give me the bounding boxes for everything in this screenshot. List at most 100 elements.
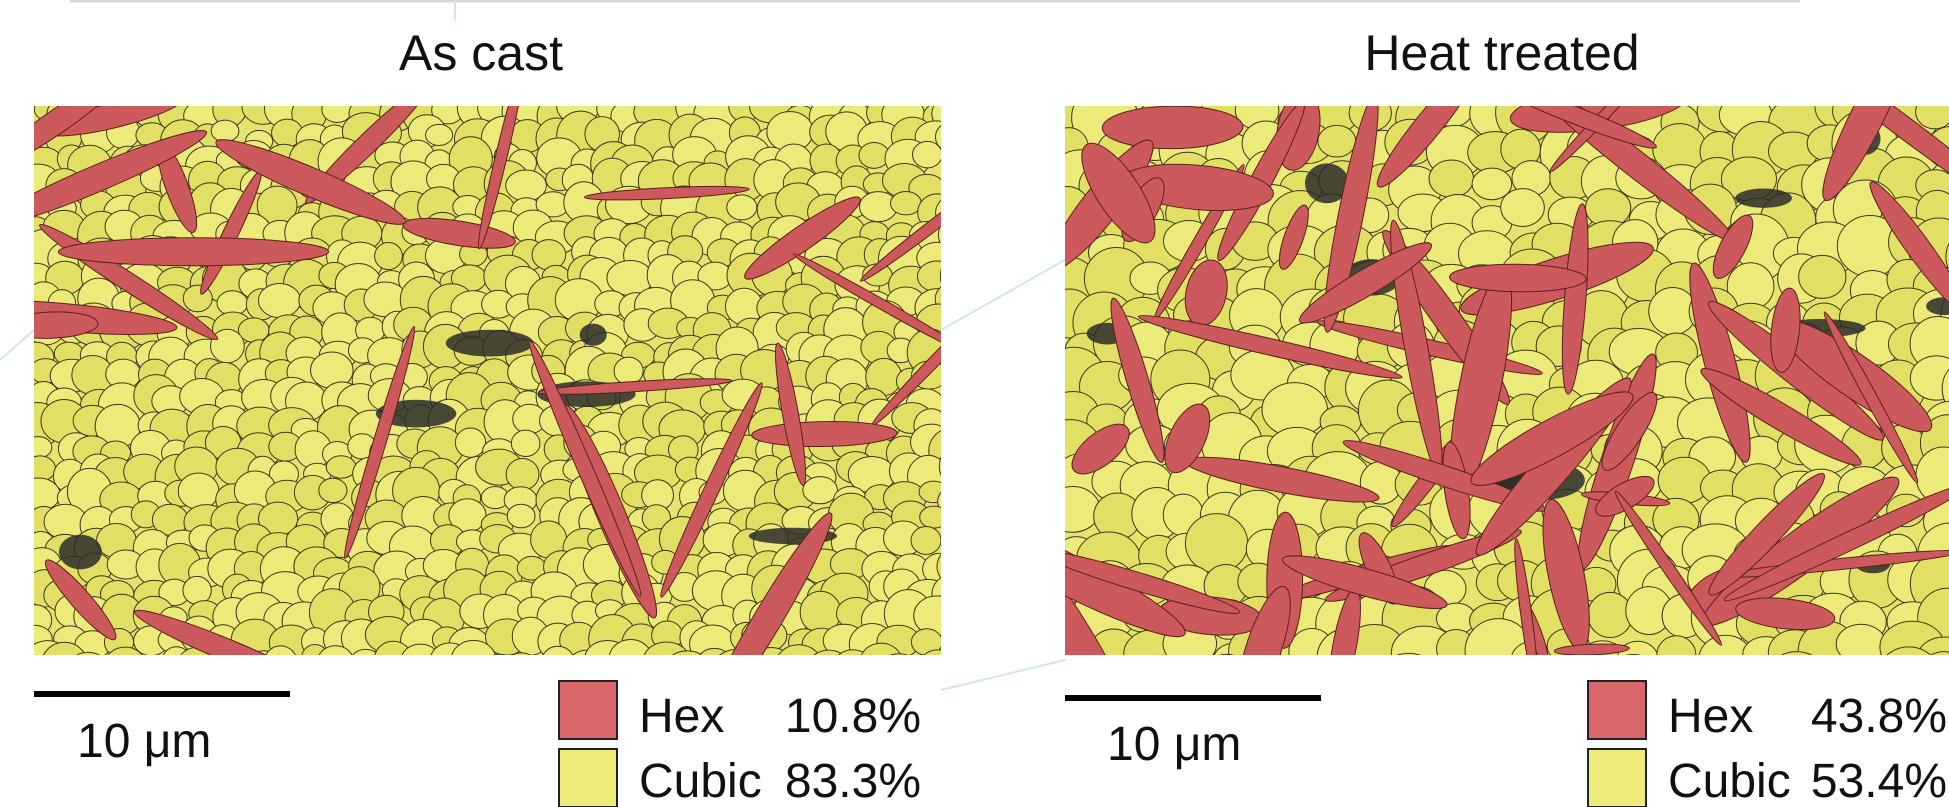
grain [154,673,194,707]
grain [375,641,412,675]
grain [919,481,948,503]
grain [776,645,821,682]
grain [755,670,783,699]
grain [945,379,978,412]
grain [690,625,736,663]
grain [614,357,643,385]
grain [939,443,983,489]
grain [248,651,280,680]
page: As cast 10 μm Hex 10.8% Cubic 83.3% Heat… [0,0,1949,807]
grain [937,547,976,585]
grain [860,643,901,679]
grain [256,665,303,707]
panel-title: As cast [399,25,563,81]
scale-bar [1065,695,1321,701]
grain [938,213,984,257]
grain [291,669,320,696]
grain [455,428,485,457]
grain [1429,160,1474,197]
phase-map [940,28,1949,753]
grain [918,650,959,688]
grain [1170,664,1212,697]
grain [727,195,757,220]
grain [1501,189,1545,227]
legend-swatch [1588,681,1646,739]
hex-needle [58,238,328,266]
grain [803,477,838,504]
grain [609,639,652,677]
grain [940,251,988,301]
grain [938,486,973,517]
void [1735,188,1792,207]
grain [1699,635,1753,682]
legend-name: Hex [1668,690,1753,743]
grain [488,672,523,703]
grain [1199,654,1255,711]
grain [366,667,409,707]
void [580,324,607,346]
scale-bar [34,691,290,697]
scale-label: 10 μm [77,715,211,768]
grain [913,141,943,167]
legend-swatch [559,681,617,739]
grain [393,661,439,704]
void [446,330,534,357]
grain [1351,665,1401,712]
grain [507,504,535,527]
figure: As cast 10 μm Hex 10.8% Cubic 83.3% Heat… [0,0,1949,807]
grain [25,671,64,706]
grain [1916,95,1949,129]
grain [944,405,978,433]
grain [891,192,922,215]
panel: Heat treated 10 μm Hex 43.8% Cubic 53.4% [940,25,1949,807]
legend-swatch [1588,749,1646,807]
legend-name: Cubic [639,755,762,807]
grain [944,166,986,206]
void [59,535,102,570]
grain [211,120,239,142]
grain [943,532,978,558]
scale-label: 10 μm [1107,718,1241,771]
grain [1284,667,1330,715]
grain [942,624,973,650]
grain [643,642,689,678]
panel: As cast 10 μm Hex 10.8% Cubic 83.3% [0,25,1015,807]
grain [942,235,981,266]
grain [911,526,941,554]
grain [1799,255,1846,298]
grain [451,640,496,679]
legend-percent: 10.8% [785,690,921,743]
legend-percent: 43.8% [1811,690,1947,743]
grain [330,673,358,701]
grain [426,124,453,145]
grain [542,646,574,676]
grain [319,478,347,502]
grain [434,674,470,708]
grain [943,600,980,636]
grain [947,146,976,172]
grain [1836,624,1886,663]
grain [1451,661,1518,718]
grain [511,430,540,456]
grain [936,194,981,232]
grain [264,646,297,679]
grain [143,655,171,677]
grain [1443,671,1485,707]
grain [104,647,145,684]
legend-swatch [559,749,617,807]
phase-map [0,63,1015,729]
grain [1074,667,1136,714]
grain [467,681,495,707]
grain [942,316,981,347]
grain [25,437,52,458]
grain [1657,636,1696,675]
grain [178,473,219,509]
grain [1045,487,1100,533]
grain [318,646,353,674]
grain [920,506,948,528]
legend-percent: 83.3% [785,755,921,807]
grain [1240,675,1281,711]
grain [504,653,540,686]
grain [322,96,352,122]
grain [25,456,56,481]
